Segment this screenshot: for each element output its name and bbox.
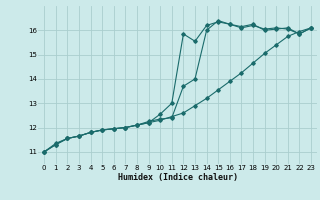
X-axis label: Humidex (Indice chaleur): Humidex (Indice chaleur): [118, 173, 238, 182]
